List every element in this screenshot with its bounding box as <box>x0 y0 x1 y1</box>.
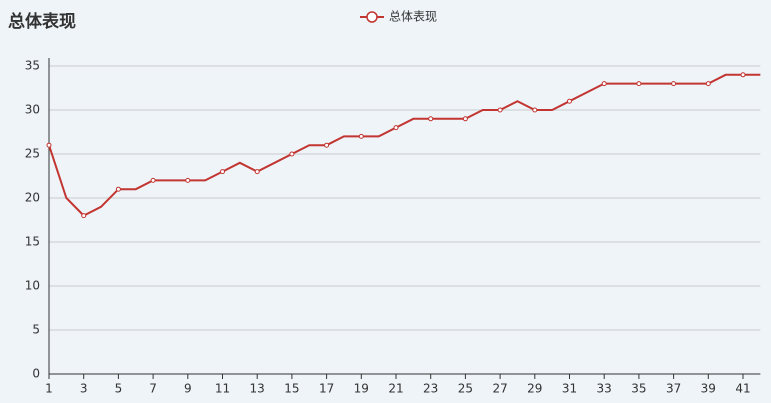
point <box>289 151 295 157</box>
x-tick-label: 1 <box>45 382 53 396</box>
y-tick-label: 10 <box>25 279 40 293</box>
point <box>705 81 711 87</box>
point <box>393 125 399 131</box>
point <box>601 81 607 87</box>
x-tick-label: 35 <box>631 382 646 396</box>
x-tick-label: 41 <box>735 382 750 396</box>
line <box>48 73 761 217</box>
point <box>254 169 260 175</box>
x-tick-label: 27 <box>492 382 507 396</box>
x-tick-label: 37 <box>666 382 681 396</box>
x-tick-label: 29 <box>527 382 542 396</box>
point <box>115 186 121 192</box>
legend-label: 总体表现 <box>389 10 437 24</box>
y-tick-label: 0 <box>32 367 40 381</box>
point <box>324 142 330 148</box>
x-tick-label: 15 <box>284 382 299 396</box>
y-tick-label: 30 <box>25 103 40 117</box>
point <box>428 116 434 122</box>
point <box>185 177 191 183</box>
y-tick-label: 5 <box>32 323 40 337</box>
point <box>358 133 364 139</box>
legend-icon <box>366 11 378 23</box>
x-tick-label: 13 <box>250 382 265 396</box>
point <box>532 107 538 113</box>
point <box>497 107 503 113</box>
x-tick-label: 39 <box>701 382 716 396</box>
x-tick-label: 9 <box>184 382 192 396</box>
point <box>46 142 52 148</box>
y-tick-label: 20 <box>25 191 40 205</box>
x-tick-label: 23 <box>423 382 438 396</box>
x-tick-label: 7 <box>149 382 157 396</box>
x-tick-label: 3 <box>80 382 88 396</box>
x-tick-label: 31 <box>562 382 577 396</box>
x-tick-label: 11 <box>215 382 230 396</box>
point <box>150 177 156 183</box>
point <box>636 81 642 87</box>
point <box>567 98 572 104</box>
point <box>740 72 746 78</box>
chart-title: 总体表现 <box>8 11 76 32</box>
y-tick-label: 25 <box>25 147 40 161</box>
x-tick-label: 5 <box>115 382 123 396</box>
y-tick-label: 15 <box>25 235 40 249</box>
x-tick-label: 21 <box>388 382 403 396</box>
point <box>81 213 87 219</box>
x-tick-label: 17 <box>319 382 334 396</box>
x-tick-label: 25 <box>458 382 473 396</box>
point <box>462 116 468 122</box>
point <box>671 81 677 87</box>
x-tick-label: 33 <box>597 382 612 396</box>
point <box>220 169 225 175</box>
y-tick-label: 35 <box>25 59 40 73</box>
x-tick-label: 19 <box>354 382 369 396</box>
